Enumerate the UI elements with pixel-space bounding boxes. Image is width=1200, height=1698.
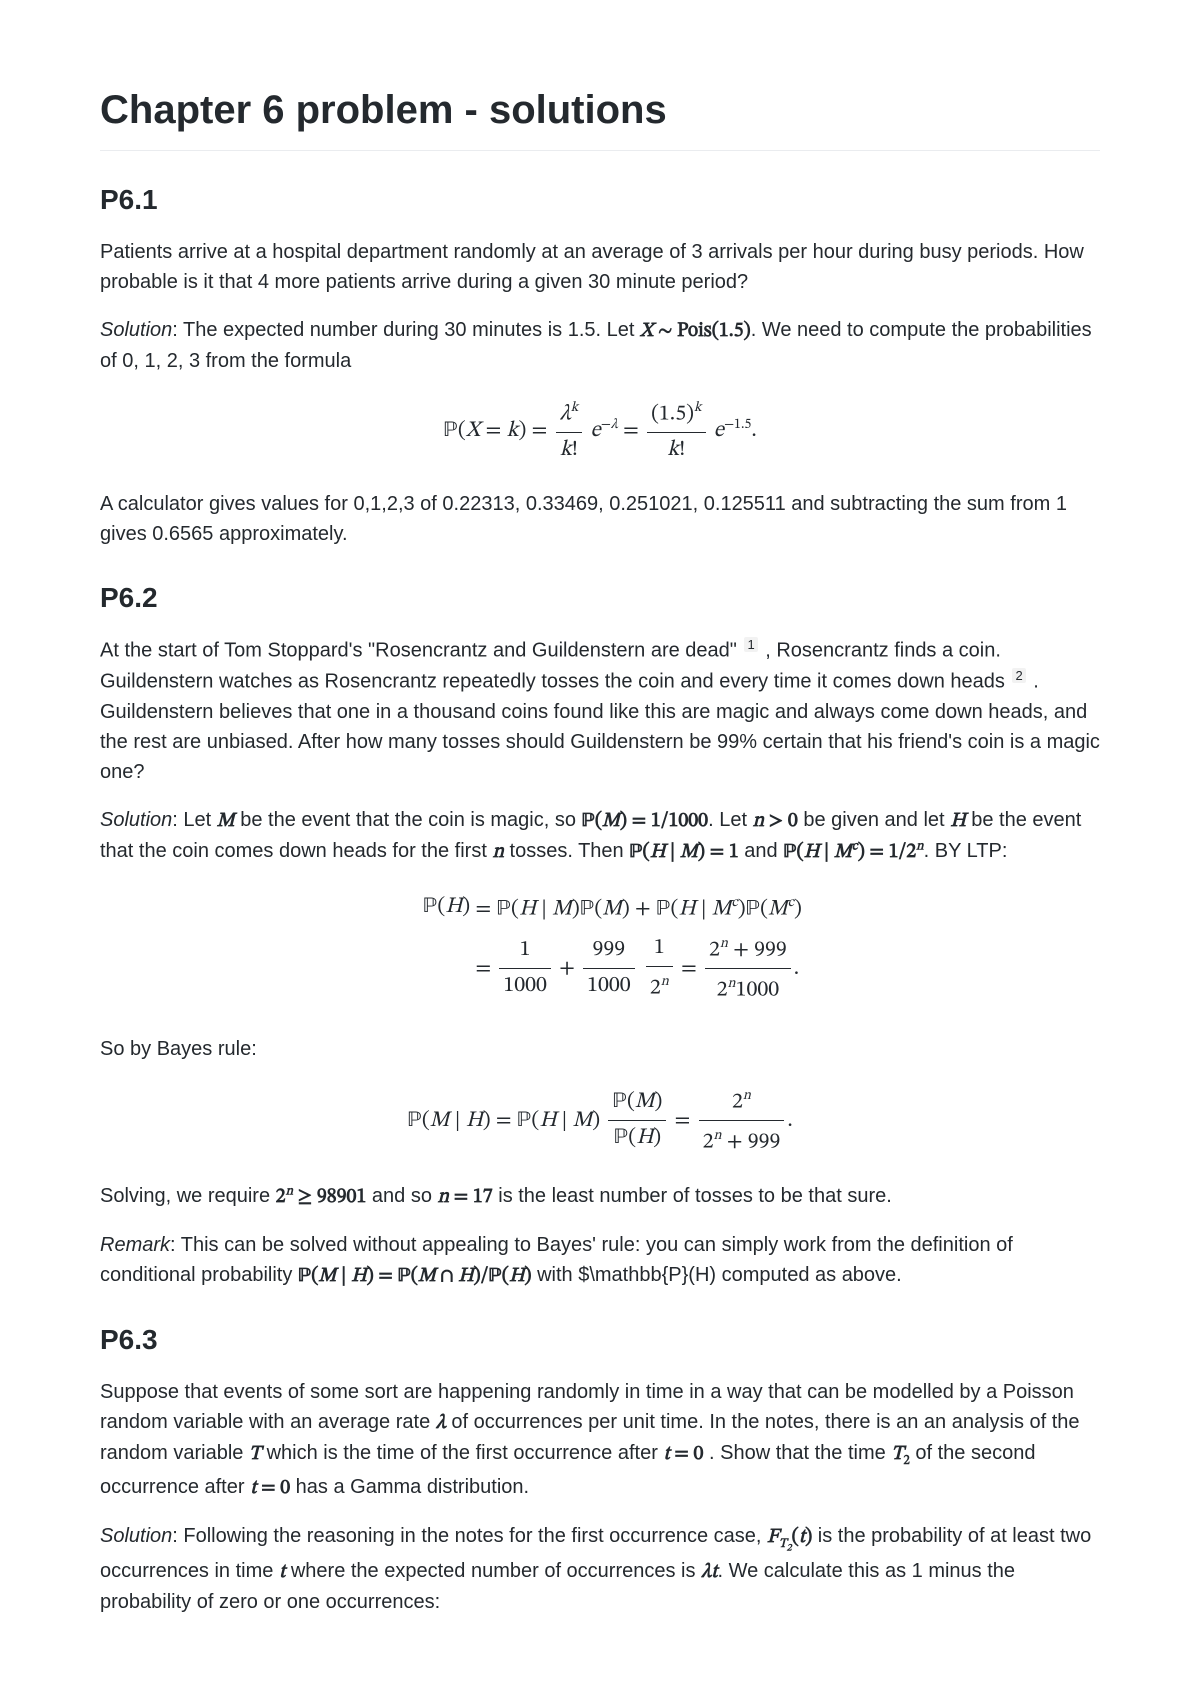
- text: . Let: [708, 809, 752, 831]
- math-inline: X: [640, 321, 653, 341]
- remark-label: Remark: [100, 1234, 170, 1256]
- solution-label: Solution: [100, 319, 172, 341]
- p61-calc: A calculator gives values for 0,1,2,3 of…: [100, 489, 1100, 549]
- p62-remark: Remark: This can be solved without appea…: [100, 1230, 1100, 1291]
- text: and: [739, 840, 783, 862]
- p63-question: Suppose that events of some sort are hap…: [100, 1377, 1100, 1503]
- math-inline: (t): [792, 1527, 813, 1547]
- math-inline: ℙ(H | Mc) = 1/2n: [783, 842, 923, 862]
- solution-label: Solution: [100, 1525, 172, 1547]
- p62-conclusion: Solving, we require 2n ≥ 98901 and so n …: [100, 1181, 1100, 1212]
- math-inline: H: [950, 811, 966, 831]
- footnote-ref-1[interactable]: 1: [744, 637, 757, 652]
- math-inline: t = 0: [663, 1444, 703, 1464]
- p63-solution-intro: Solution: Following the reasoning in the…: [100, 1521, 1100, 1618]
- p62-question: At the start of Tom Stoppard's "Rosencra…: [100, 635, 1100, 786]
- text: At the start of Tom Stoppard's "Rosencra…: [100, 640, 742, 662]
- text: Solving, we require: [100, 1185, 276, 1207]
- section-heading-p61: P6.1: [100, 179, 1100, 221]
- solution-label: Solution: [100, 809, 172, 831]
- text: : Following the reasoning in the notes f…: [172, 1525, 767, 1547]
- math-inline: F: [767, 1527, 779, 1547]
- math-inline: n > 0: [753, 811, 798, 831]
- page-title: Chapter 6 problem - solutions: [100, 80, 1100, 151]
- p62-bayes-lead: So by Bayes rule:: [100, 1034, 1100, 1064]
- math-inline: T: [249, 1444, 261, 1464]
- math-inline: λt: [701, 1562, 717, 1582]
- section-heading-p62: P6.2: [100, 577, 1100, 619]
- math-inline: M: [217, 811, 235, 831]
- text: : Let: [172, 809, 216, 831]
- math-inline: ∼ Pois(1.5): [653, 321, 750, 341]
- text: . BY LTP:: [924, 840, 1008, 862]
- math-inline: n = 17: [438, 1187, 493, 1207]
- text: with $\mathbb{P}(H) computed as above.: [532, 1264, 902, 1286]
- math-inline: t = 0: [250, 1478, 290, 1498]
- p62-bayes-formula: ℙ(M | H) = ℙ(H | M) ℙ(M) ℙ(H) = 2n 2n + …: [100, 1082, 1100, 1160]
- math-inline: T: [891, 1444, 903, 1464]
- p61-solution-intro: Solution: The expected number during 30 …: [100, 315, 1100, 376]
- text: : The expected number during 30 minutes …: [172, 319, 640, 341]
- section-heading-p63: P6.3: [100, 1319, 1100, 1361]
- p62-ltp-formula: ℙ(H) = ℙ(H | M)ℙ(M) + ℙ(H | Mc)ℙ(Mc) = 1…: [100, 885, 1100, 1012]
- footnote-ref-2[interactable]: 2: [1012, 668, 1025, 683]
- p61-formula: ℙ(X = k) = λk k! e−λ = (1.5)k k! e−1.5.: [100, 394, 1100, 467]
- text: . Show that the time: [703, 1442, 891, 1464]
- math-inline: ℙ(H | M) = 1: [629, 842, 739, 862]
- text: be the event that the coin is magic, so: [235, 809, 582, 831]
- math-inline: λ: [436, 1413, 446, 1433]
- math-inline: ℙ(M) = 1/1000: [582, 811, 709, 831]
- math-inline: ℙ(M | H) = ℙ(M ∩ H)/ℙ(H): [298, 1266, 532, 1286]
- p61-question: Patients arrive at a hospital department…: [100, 237, 1100, 297]
- text: which is the time of the first occurrenc…: [261, 1442, 663, 1464]
- math-inline: 2n ≥ 98901: [276, 1187, 367, 1207]
- p62-solution-intro: Solution: Let M be the event that the co…: [100, 805, 1100, 867]
- text: is the least number of tosses to be that…: [493, 1185, 892, 1207]
- text: has a Gamma distribution.: [290, 1476, 529, 1498]
- text: be given and let: [798, 809, 950, 831]
- math-inline: n: [492, 842, 504, 862]
- text: tosses. Then: [504, 840, 629, 862]
- text: and so: [366, 1185, 437, 1207]
- text: where the expected number of occurrences…: [285, 1560, 701, 1582]
